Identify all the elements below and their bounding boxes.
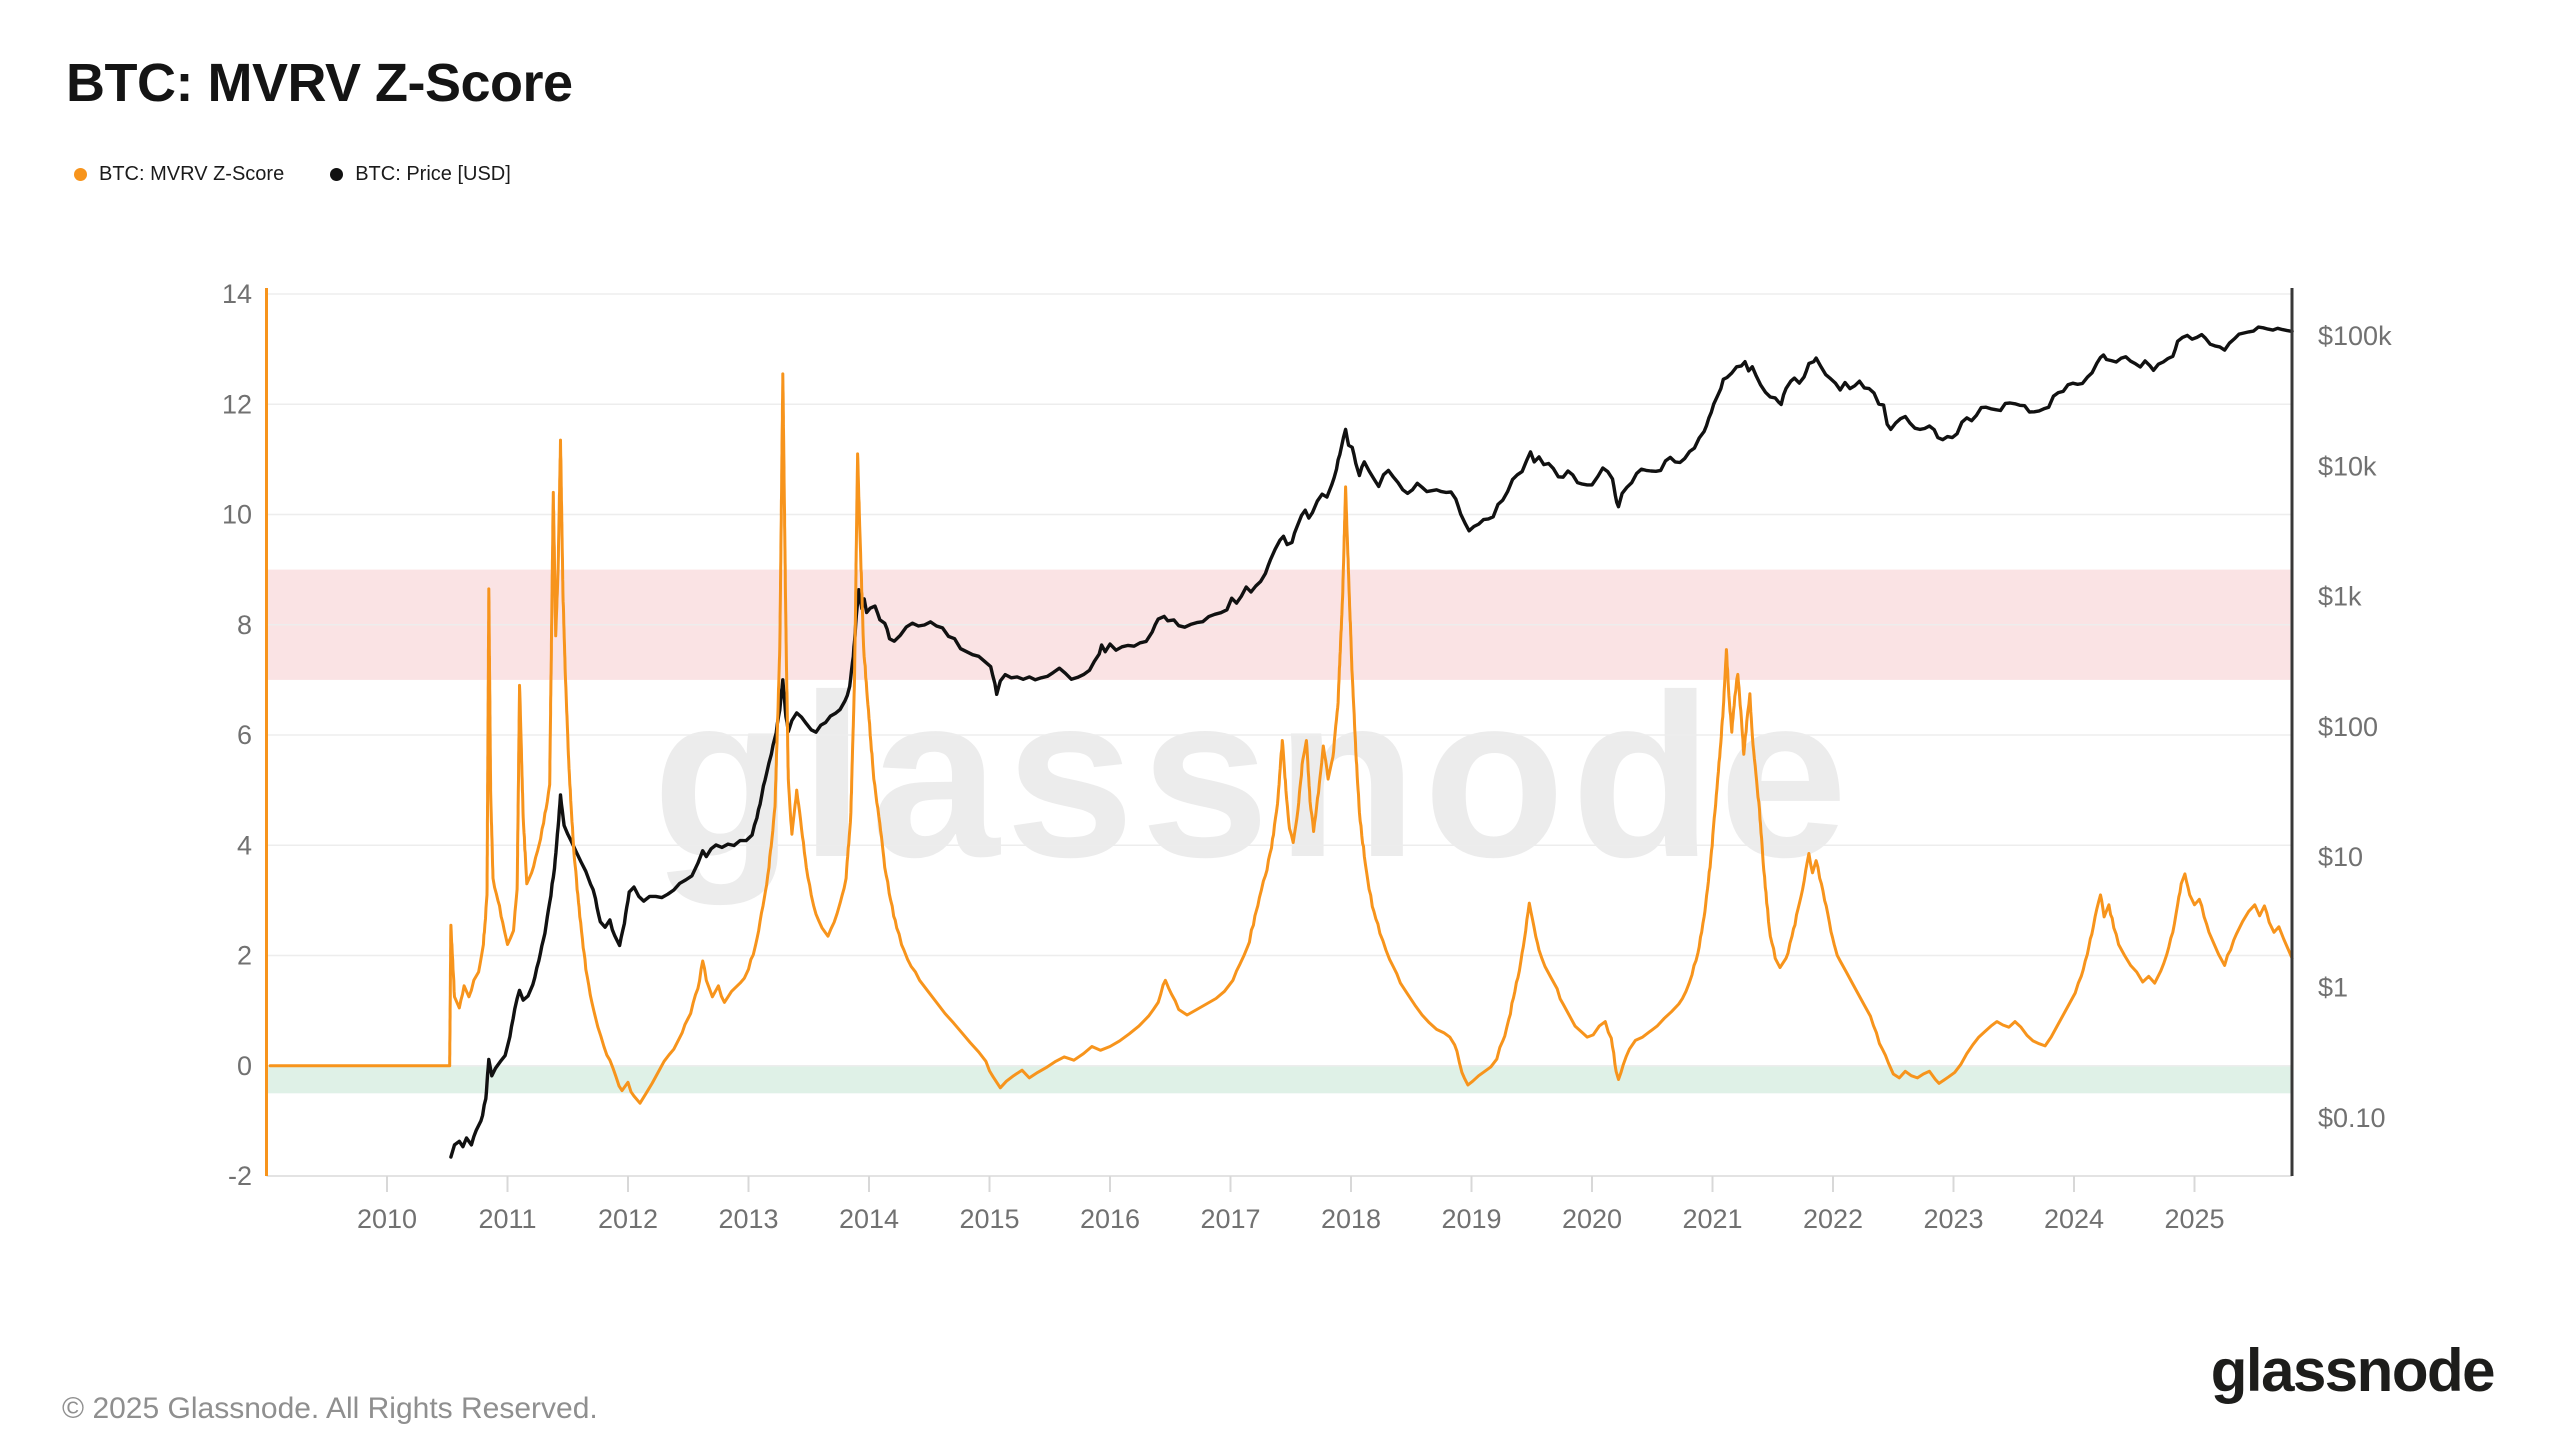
y-right-tick-label-$10k: $10k [2318, 451, 2377, 481]
x-tick-label-2019: 2019 [1441, 1204, 1501, 1234]
y-left-tick-label-14: 14 [222, 279, 252, 309]
x-tick-label-2016: 2016 [1080, 1204, 1140, 1234]
x-tick-label-2012: 2012 [598, 1204, 658, 1234]
x-tick-label-2021: 2021 [1682, 1204, 1742, 1234]
y-right-tick-label-$0.10: $0.10 [2318, 1103, 2386, 1133]
x-tick-label-2010: 2010 [357, 1204, 417, 1234]
y-right-tick-label-$1: $1 [2318, 973, 2348, 1003]
y-left-tick-label-6: 6 [237, 720, 252, 750]
x-tick-label-2022: 2022 [1803, 1204, 1863, 1234]
y-left-tick-label--2: -2 [228, 1161, 252, 1191]
price-series-line[interactable] [449, 325, 2294, 1159]
x-tick-label-2023: 2023 [1923, 1204, 1983, 1234]
x-tick-label-2025: 2025 [2164, 1204, 2224, 1234]
x-tick-label-2014: 2014 [839, 1204, 899, 1234]
y-left-tick-label-10: 10 [222, 500, 252, 530]
legend-label-mvrv: BTC: MVRV Z-Score [99, 162, 285, 185]
y-left-tick-label-8: 8 [237, 610, 252, 640]
y-right-tick-label-$10: $10 [2318, 842, 2363, 872]
y-left-tick-label-4: 4 [237, 830, 252, 860]
x-tick-label-2017: 2017 [1200, 1204, 1260, 1234]
y-right-tick-label-$100k: $100k [2318, 321, 2392, 351]
y-right-tick-label-$100: $100 [2318, 712, 2378, 742]
legend-label-price: BTC: Price [USD] [355, 162, 511, 185]
legend-item-mvrv-zscore[interactable]: BTC: MVRV Z-Score [74, 163, 284, 186]
x-tick-label-2018: 2018 [1321, 1204, 1381, 1234]
y-left-tick-label-2: 2 [237, 941, 252, 971]
y-left-tick-label-0: 0 [237, 1051, 252, 1081]
y-left-tick-label-12: 12 [222, 389, 252, 419]
glassnode-logo: glassnode [2210, 1337, 2496, 1404]
legend-item-price[interactable]: BTC: Price [USD] [330, 163, 511, 186]
x-tick-label-2015: 2015 [959, 1204, 1019, 1234]
price-series-dot-icon [330, 167, 344, 181]
glassnode-watermark: glassnode [652, 647, 1853, 906]
x-tick-label-2013: 2013 [718, 1204, 778, 1234]
y-right-tick-label-$1k: $1k [2318, 582, 2362, 612]
x-tick-label-2024: 2024 [2044, 1204, 2104, 1234]
legend: BTC: MVRV Z-Score BTC: Price [USD] [74, 160, 511, 188]
copyright-text: © 2025 Glassnode. All Rights Reserved. [62, 1392, 598, 1425]
mvrv-series-dot-icon [74, 167, 87, 181]
undervaluation-zone-band [266, 1065, 2292, 1094]
x-tick-label-2020: 2020 [1562, 1204, 1622, 1234]
page-title: BTC: MVRV Z-Score [66, 53, 573, 113]
mvrv-zscore-series-line[interactable] [268, 372, 2294, 1105]
x-tick-label-2011: 2011 [478, 1204, 536, 1234]
